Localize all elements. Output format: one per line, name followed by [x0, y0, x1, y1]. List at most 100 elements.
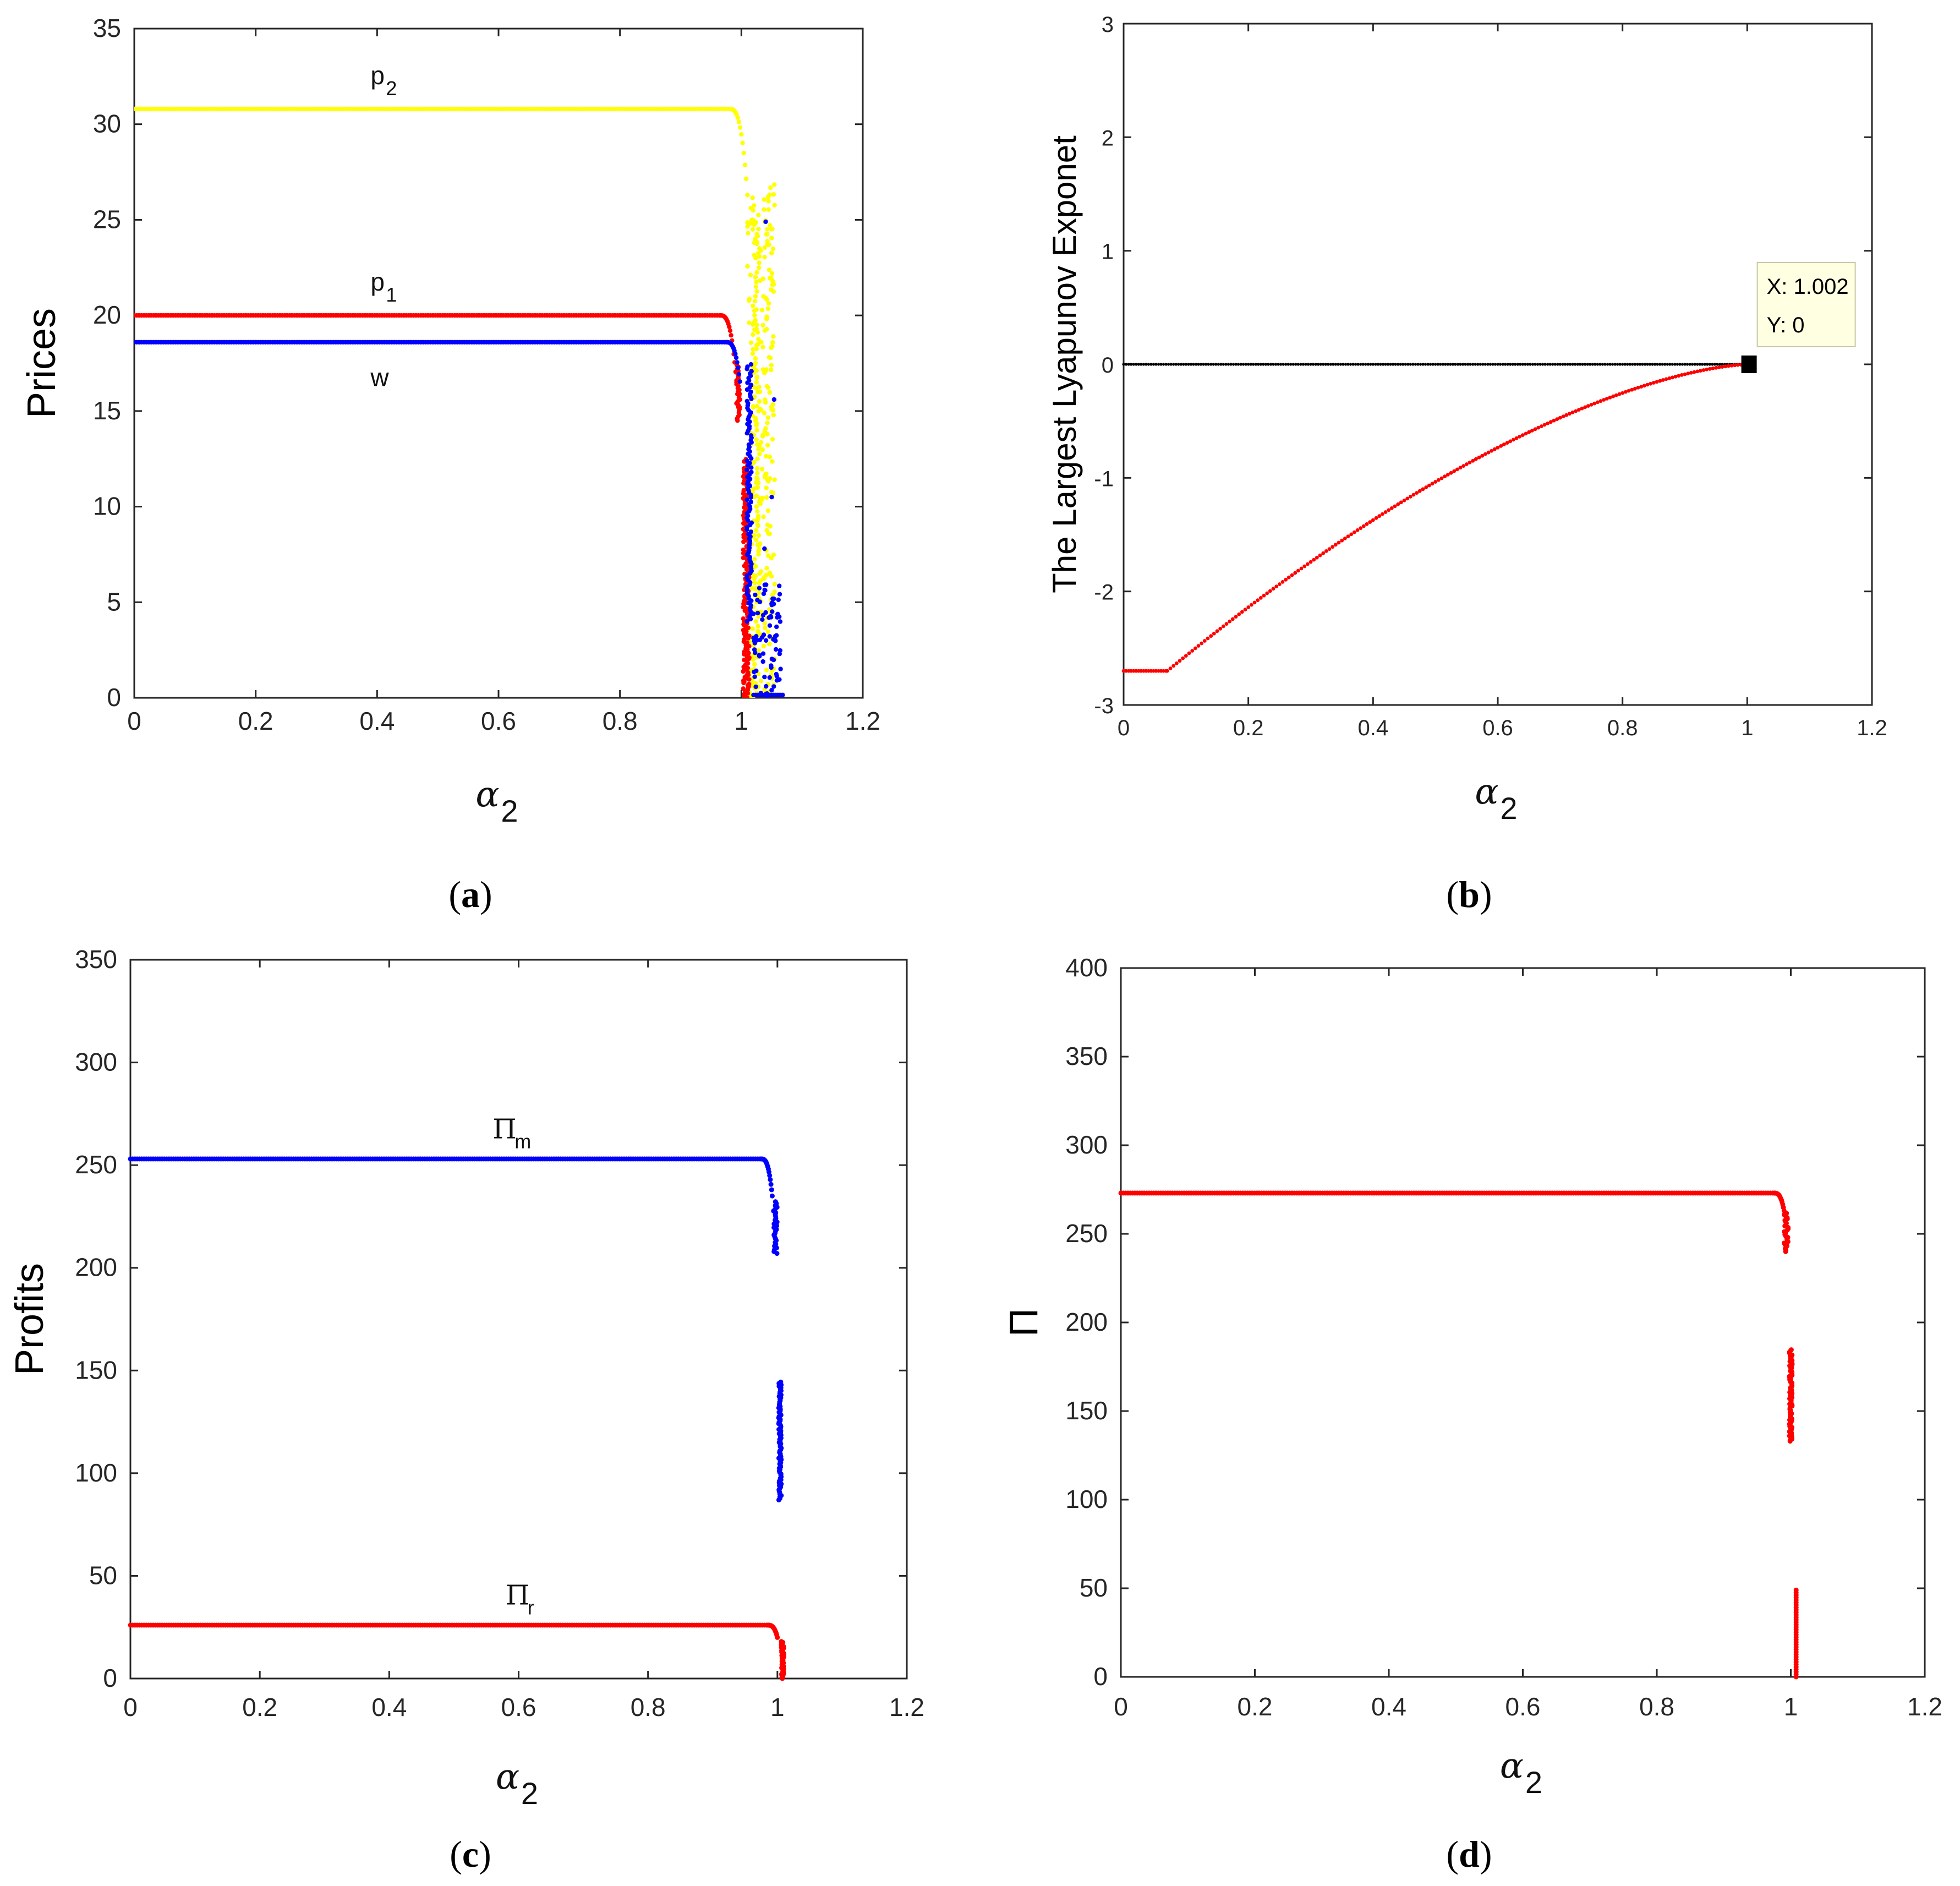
series-p2-point [754, 375, 759, 380]
series-zero-line-point [1217, 363, 1220, 366]
series-w-point [778, 666, 783, 671]
series-zero-line-point [1187, 363, 1190, 366]
series-lle-point [1368, 520, 1372, 524]
series-lle-point [1477, 455, 1481, 460]
series-lle-point [1202, 639, 1207, 643]
series-lle-point [1411, 493, 1416, 497]
series-zero-line-point [1162, 363, 1165, 366]
series-p2-point [752, 327, 757, 332]
series-zero-line-point [1264, 363, 1267, 366]
series-zero-line-point [1317, 363, 1320, 366]
series-zero-line-point [1167, 363, 1170, 366]
series-zero-line-point [1563, 363, 1567, 366]
series-lle-point [1689, 371, 1693, 375]
x-tick-label: 0 [1114, 1692, 1128, 1721]
series-p2-point [762, 207, 767, 212]
series-zero-line-point [1182, 363, 1185, 366]
series-p2-point [752, 580, 757, 586]
series-w-point [757, 654, 762, 659]
series-w-point [774, 678, 780, 683]
y-tick-label: 100 [75, 1458, 117, 1487]
series-lle-point [1408, 495, 1412, 499]
series-lle-point [1733, 363, 1737, 368]
series-zero-line-point [1451, 363, 1454, 366]
series-zero-line-point [1553, 363, 1557, 366]
series-lle-point [1174, 661, 1179, 665]
series-p2-point [771, 412, 776, 418]
series-w-point [762, 587, 767, 593]
x-tick-label: 1.2 [845, 707, 880, 735]
series-p2-point [763, 426, 768, 431]
series-lle-point [1165, 669, 1169, 673]
series-p2-point [765, 629, 770, 635]
series-lle-point [1265, 591, 1269, 595]
series-lle-point [1349, 532, 1354, 537]
series-zero-line-point [1274, 363, 1278, 366]
y-tick-label: 150 [75, 1355, 117, 1384]
series-p2-point [760, 276, 766, 281]
series-p2-point [764, 316, 769, 321]
series-p2-point [740, 140, 745, 145]
series-p2-point [769, 275, 774, 281]
series-lle-point [1673, 374, 1678, 379]
x-axis-label-subscript: 2 [521, 1776, 538, 1811]
series-lle-point [1536, 425, 1541, 430]
series-w-point [777, 592, 782, 597]
series-lle-point [1387, 508, 1391, 512]
series-lle-point [1377, 514, 1382, 518]
series-p2-point [754, 380, 759, 385]
x-tick-label: 0.4 [1358, 716, 1389, 740]
series-p2-point [751, 322, 755, 327]
series-p2-point [748, 340, 754, 345]
series-zero-line-point [1304, 363, 1307, 366]
series-zero-line-point [1254, 363, 1257, 366]
series-p2-point [735, 115, 740, 120]
series-w-point [744, 458, 749, 463]
series-zero-line-point [1573, 363, 1577, 366]
series-p2-point [755, 389, 760, 395]
series-p2-point [756, 337, 761, 342]
series-w-point [752, 674, 757, 679]
series-w-point [771, 596, 776, 602]
series-lle-point [1343, 537, 1347, 540]
series-zero-line-point [1506, 363, 1509, 366]
series-zero-line-point [1576, 363, 1579, 366]
plot-area [1120, 967, 1926, 1678]
series-zero-line-point [1332, 363, 1335, 366]
series-p2-point [772, 203, 777, 207]
series-lle-point [1567, 412, 1572, 416]
series-zero-line-point [1486, 363, 1490, 366]
series-zero-line-point [1696, 363, 1699, 366]
series-lle-point [1542, 423, 1547, 427]
series-lle-point [1552, 418, 1556, 423]
series-lle-point [1218, 626, 1223, 631]
series-p2-point [754, 289, 759, 294]
series-zero-line-point [1337, 363, 1340, 366]
series-zero-line-point [1219, 363, 1223, 366]
series-annotation-subscript: 1 [386, 283, 397, 306]
series-zero-line-point [1606, 363, 1609, 366]
series-lle-point [1658, 379, 1662, 383]
series-zero-line-point [1571, 363, 1574, 366]
series-p2-point [757, 260, 762, 265]
series-p2-point [755, 342, 760, 347]
series-zero-line-point [1414, 363, 1417, 366]
series-p2-point [770, 437, 775, 442]
series-zero-line-point [1456, 363, 1460, 366]
series-p2-point [750, 351, 755, 356]
series-p2-point [756, 226, 761, 232]
series-lle-point [1480, 453, 1485, 458]
series-zero-line-point [1249, 363, 1252, 366]
series-lle-point [1449, 471, 1453, 475]
series-lle-point [1193, 646, 1197, 650]
series-zero-line-point [1601, 363, 1604, 366]
series-lle-point [1468, 461, 1472, 464]
series-lle-point [1474, 457, 1478, 461]
series-lle-point [1695, 369, 1700, 374]
panel-label: (a) [448, 873, 492, 915]
series-zero-line-point [1419, 363, 1422, 366]
series-lle-point [1243, 608, 1247, 611]
series-zero-line-point [1319, 363, 1322, 366]
series-w-point [744, 619, 749, 624]
series-w-point [761, 632, 767, 637]
